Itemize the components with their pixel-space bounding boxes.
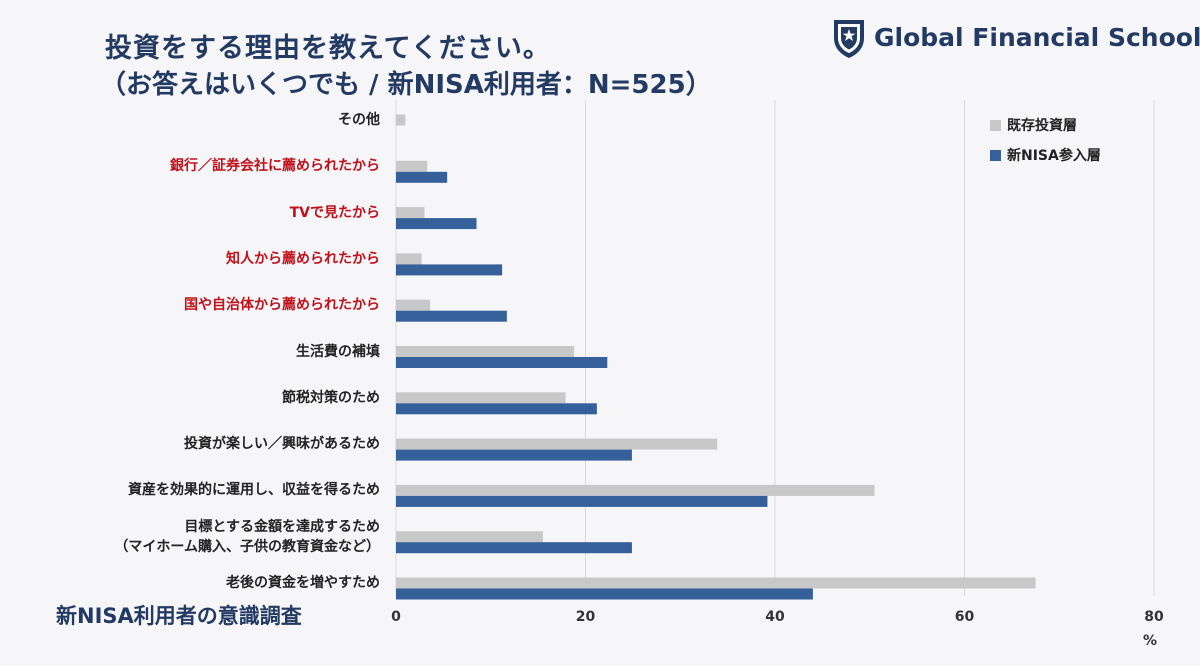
category-label: 知人から薦められたから: [20, 249, 380, 269]
shield-star-icon: [834, 20, 864, 58]
category-label: TVで見たから: [20, 203, 380, 223]
bar-existing: [396, 392, 566, 404]
page-title: 投資をする理由を教えてください。: [105, 33, 551, 64]
category-label-line: （マイホーム購入、子供の教育資金など）: [114, 538, 380, 555]
survey-footer-label: 新NISA利用者の意識調査: [56, 604, 302, 628]
category-label-line: 目標とする金額を達成するため: [184, 518, 380, 535]
category-label: 目標とする金額を達成するため （マイホーム購入、子供の教育資金など）: [20, 517, 380, 557]
bar-existing: [396, 253, 422, 265]
category-label: 投資が楽しい／興味があるため: [20, 434, 380, 454]
bar-new: [396, 449, 632, 461]
category-label-line: 知人から薦められたから: [226, 250, 380, 267]
bar-new: [396, 588, 813, 600]
bar-new: [396, 495, 768, 507]
bar-existing: [396, 484, 875, 496]
category-label-line: 投資が楽しい／興味があるため: [184, 436, 380, 453]
category-label: その他: [20, 110, 380, 130]
bar-existing: [396, 577, 1036, 589]
x-tick-label: 80: [1144, 609, 1164, 625]
bar-existing: [396, 346, 575, 357]
bar-new: [396, 403, 597, 415]
legend-swatch-existing: [990, 120, 1001, 131]
x-axis-unit-label: %: [1143, 633, 1157, 649]
category-label: 節税対策のため: [20, 388, 380, 408]
page-subtitle: （お答えはいくつでも / 新NISA利用者：N=525）: [100, 70, 712, 100]
category-label-line: 老後の資金を増やすため: [226, 575, 380, 591]
category-label: 老後の資金を増やすため: [20, 573, 380, 593]
x-tick-label: 40: [765, 609, 785, 625]
bar-new: [396, 171, 448, 183]
bar-new: [396, 310, 507, 322]
x-tick-label: 60: [955, 609, 975, 625]
legend-label-existing: 既存投資層: [1007, 118, 1077, 134]
category-label-line: 生活費の補填: [296, 343, 380, 360]
legend-label-new: 新NISA参入層: [1007, 148, 1101, 164]
bar-new: [396, 357, 608, 368]
x-tick-label: 20: [576, 609, 596, 625]
bar-existing: [396, 299, 431, 311]
bar-new: [396, 218, 477, 230]
category-label-line: 節税対策のため: [282, 389, 380, 406]
bar-existing: [396, 531, 543, 543]
legend-swatch-new: [990, 150, 1001, 161]
category-label-line: 国や自治体から薦められたから: [184, 297, 380, 314]
category-label-line: 銀行／証券会社に薦められたから: [170, 158, 380, 175]
category-label: 資産を効果的に運用し、収益を得るため: [20, 480, 380, 500]
category-label: 国や自治体から薦められたから: [20, 295, 380, 315]
bar-existing: [396, 207, 425, 219]
category-label: 銀行／証券会社に薦められたから: [20, 156, 380, 176]
category-label-line: TVで見たから: [289, 204, 380, 221]
x-tick-label: 0: [391, 609, 401, 625]
bar-existing: [396, 160, 428, 172]
brand-name: Global Financial School: [874, 23, 1200, 52]
category-label-line: その他: [338, 112, 380, 128]
bar-existing: [396, 114, 406, 126]
bar-new: [396, 542, 632, 554]
bar-existing: [396, 438, 718, 450]
category-label-line: 資産を効果的に運用し、収益を得るため: [128, 482, 380, 499]
bar-new: [396, 264, 503, 276]
category-label: 生活費の補填: [20, 342, 380, 362]
brand-logo: Global Financial School: [832, 18, 1200, 62]
